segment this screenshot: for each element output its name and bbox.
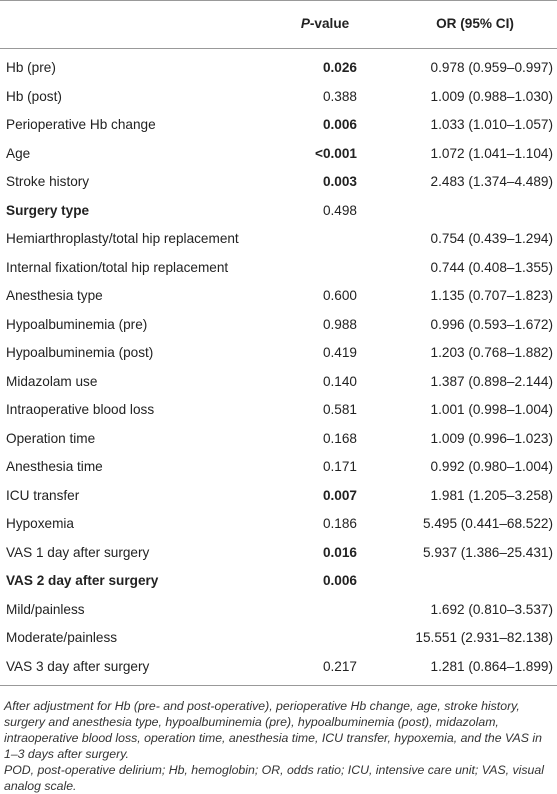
p-value: 0.388 xyxy=(322,88,357,104)
p-value: 0.600 xyxy=(322,288,357,303)
p-value: <0.001 xyxy=(315,145,357,161)
row-label: Surgery type xyxy=(6,202,90,218)
row-label: Stroke history xyxy=(6,174,90,189)
table-row: Hb (post) 0.388 1.009 (0.988–1.030) xyxy=(0,83,557,112)
p-value: 0.168 xyxy=(322,430,357,446)
table-body: Hb (pre) 0.026 0.978 (0.959–0.997) Hb (post… xyxy=(0,49,557,686)
row-label: Anesthesia time xyxy=(6,459,103,474)
p-value: 0.217 xyxy=(322,658,357,674)
odds-ratio: 0.996 (0.593–1.672) xyxy=(430,316,553,332)
odds-ratio: 1.135 (0.707–1.823) xyxy=(430,288,553,303)
odds-ratio: 0.978 (0.959–0.997) xyxy=(430,60,553,75)
p-value: 0.988 xyxy=(322,316,357,332)
odds-ratio: 1.981 (1.205–3.258) xyxy=(430,487,553,503)
table-row: Moderate/painless 15.551 (2.931–82.138) xyxy=(0,624,557,653)
odds-ratio: 2.483 (1.374–4.489) xyxy=(430,174,553,189)
table-row: VAS 3 day after surgery 0.217 1.281 (0.864… xyxy=(0,653,557,682)
p-value: 0.498 xyxy=(322,202,357,218)
row-label: Age xyxy=(6,145,31,161)
odds-ratio: 1.009 (0.988–1.030) xyxy=(430,88,553,104)
note: POD, post-operative delirium; Hb, hemogl… xyxy=(4,763,544,793)
table-row: Mild/painless 1.692 (0.810–3.537) xyxy=(0,596,557,625)
table-row: Anesthesia type 0.600 1.135 (0.707–1.823) xyxy=(0,282,557,311)
table-row: Intraoperative blood loss 0.581 1.001 (0.9… xyxy=(0,396,557,425)
table-row: Midazolam use 0.140 1.387 (0.898–2.144) xyxy=(0,368,557,397)
odds-ratio: 15.551 (2.931–82.138) xyxy=(415,630,553,645)
row-label: Perioperative Hb change xyxy=(6,117,156,132)
row-label: Anesthesia type xyxy=(6,288,103,303)
table-row: Hypoalbuminemia (pre) 0.988 0.996 (0.593–1… xyxy=(0,311,557,340)
table-row: Stroke history 0.003 2.483 (1.374–4.489) xyxy=(0,168,557,197)
table-row: VAS 1 day after surgery 0.016 5.937 (1.386… xyxy=(0,539,557,568)
row-label: Intraoperative blood loss xyxy=(6,402,155,417)
table: P-value OR (95% CI) Hb (pre) 0.026 0.978 (… xyxy=(0,0,557,686)
p-value: 0.026 xyxy=(322,60,357,75)
table-header: P-value OR (95% CI) xyxy=(0,0,557,49)
p-value: 0.171 xyxy=(322,459,357,474)
p-value: 0.006 xyxy=(322,573,357,588)
odds-ratio: 1.203 (0.768–1.882) xyxy=(430,345,553,360)
row-label: Midazolam use xyxy=(6,373,98,389)
row-label: Hypoxemia xyxy=(6,516,74,531)
p-value: 0.016 xyxy=(322,544,357,560)
odds-ratio: 0.744 (0.408–1.355) xyxy=(430,259,553,275)
row-label: ICU transfer xyxy=(6,487,80,503)
row-label: Hb (post) xyxy=(6,88,62,104)
p-value: 0.007 xyxy=(322,487,357,503)
odds-ratio: 1.009 (0.996–1.023) xyxy=(430,430,553,446)
note: After adjustment for Hb (pre- and post-o… xyxy=(4,699,542,761)
row-label: Moderate/painless xyxy=(6,630,118,645)
table-row: Hypoalbuminemia (post) 0.419 1.203 (0.768–… xyxy=(0,339,557,368)
row-label: Hemiarthroplasty/total hip replacement xyxy=(6,231,239,246)
row-label: Internal fixation/total hip replacement xyxy=(6,259,229,275)
odds-ratio: 5.937 (1.386–25.431) xyxy=(422,544,553,560)
row-label: Mild/painless xyxy=(6,601,85,617)
row-label: Operation time xyxy=(6,430,96,446)
table-row: VAS 2 day after surgery 0.006 xyxy=(0,567,557,596)
row-label: VAS 3 day after surgery xyxy=(6,658,150,674)
table-row: ICU transfer 0.007 1.981 (1.205–3.258) xyxy=(0,482,557,511)
table-notes: After adjustment for Hb (pre- and post-o… xyxy=(4,698,553,794)
row-label: Hb (pre) xyxy=(6,60,56,75)
table-row: Hemiarthroplasty/total hip replacement 0.… xyxy=(0,225,557,254)
row-label: Hypoalbuminemia (pre) xyxy=(6,316,148,332)
row-label: Hypoalbuminemia (post) xyxy=(6,345,154,360)
odds-ratio: 0.992 (0.980–1.004) xyxy=(430,459,553,474)
row-label: VAS 2 day after surgery xyxy=(6,573,159,588)
table-row: Age <0.001 1.072 (1.041–1.104) xyxy=(0,140,557,169)
p-value: 0.419 xyxy=(322,345,357,360)
table-row: Hb (pre) 0.026 0.978 (0.959–0.997) xyxy=(0,54,557,83)
row-label: VAS 1 day after surgery xyxy=(6,544,150,560)
p-value: 0.003 xyxy=(322,174,357,189)
p-value: 0.140 xyxy=(322,373,357,389)
table-row: Operation time 0.168 1.009 (0.996–1.023) xyxy=(0,425,557,454)
odds-ratio: 1.281 (0.864–1.899) xyxy=(430,658,553,674)
odds-ratio: 1.001 (0.998–1.004) xyxy=(430,402,553,417)
table-row: Hypoxemia 0.186 5.495 (0.441–68.522) xyxy=(0,510,557,539)
odds-ratio: 0.754 (0.439–1.294) xyxy=(430,231,553,246)
table-row: Surgery type 0.498 xyxy=(0,197,557,226)
p-value: 0.186 xyxy=(322,516,357,531)
p-value: 0.006 xyxy=(322,117,357,132)
odds-ratio: 1.072 (1.041–1.104) xyxy=(430,145,553,161)
p-value: 0.581 xyxy=(322,402,357,417)
odds-ratio: 1.033 (1.010–1.057) xyxy=(430,117,553,132)
odds-ratio: 1.387 (0.898–2.144) xyxy=(430,373,553,389)
odds-ratio: 5.495 (0.441–68.522) xyxy=(422,516,553,531)
table-row: Perioperative Hb change 0.006 1.033 (1.010… xyxy=(0,111,557,140)
header-cell: P-value xyxy=(300,16,350,31)
table-row: Internal fixation/total hip replacement 0… xyxy=(0,254,557,283)
header-cell: OR (95% CI) xyxy=(436,16,514,31)
table-row: Anesthesia time 0.171 0.992 (0.980–1.004) xyxy=(0,453,557,482)
odds-ratio: 1.692 (0.810–3.537) xyxy=(430,601,553,617)
